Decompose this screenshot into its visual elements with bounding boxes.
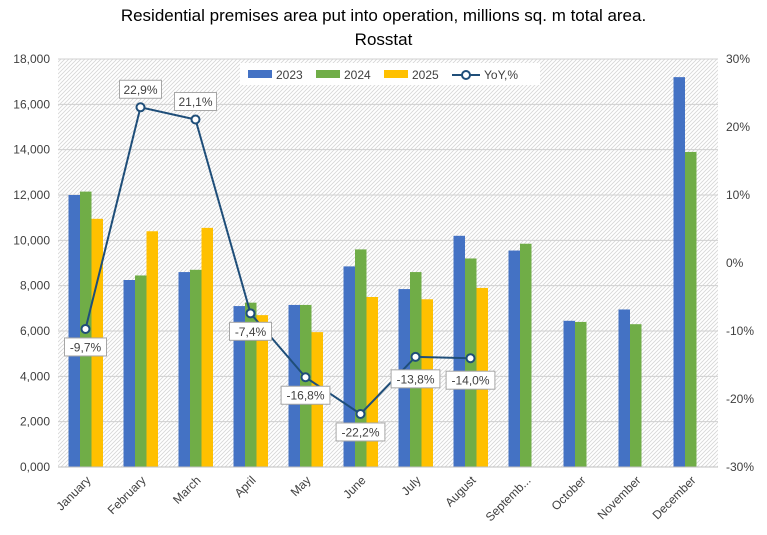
legend-swatch-2025 — [384, 70, 408, 78]
bar-2025 — [201, 227, 213, 467]
x-tick-label: August — [442, 473, 479, 510]
bar-2025 — [256, 315, 268, 467]
yoy-marker — [80, 323, 91, 334]
x-tick-label: December — [650, 473, 699, 522]
bar-2023 — [233, 306, 245, 467]
x-tick-label: May — [288, 473, 314, 499]
bar-2023 — [508, 250, 520, 467]
legend-swatch-2024 — [316, 70, 340, 78]
bar-2023 — [178, 272, 190, 467]
bar-2024 — [520, 243, 532, 467]
bar-2024 — [190, 269, 202, 467]
y-tick-label: 4,000 — [20, 369, 50, 383]
x-tick-label: Septemb... — [483, 473, 534, 524]
yoy-data-label-box — [390, 369, 441, 389]
yoy-data-label-box — [174, 92, 217, 112]
y-tick-label: 14,000 — [13, 143, 50, 157]
y-tick-label: 6,000 — [20, 324, 50, 338]
bar-2023 — [563, 320, 575, 467]
yoy-data-label-box — [445, 370, 496, 390]
legend-marker-yoy — [461, 70, 471, 80]
y2-tick-label: -30% — [726, 460, 754, 474]
legend-swatch-2023 — [248, 70, 272, 78]
y-tick-label: 2,000 — [20, 415, 50, 429]
legend-label: YoY,% — [484, 68, 518, 82]
y-tick-label: 10,000 — [13, 233, 50, 247]
yoy-line — [84, 106, 471, 416]
yoy-data-label-box — [64, 337, 107, 357]
yoy-data-label: 22,9% — [123, 83, 157, 97]
y-tick-label: 0,000 — [20, 460, 50, 474]
y2-tick-label: 20% — [726, 120, 750, 134]
yoy-data-label: -13,8% — [396, 372, 434, 386]
yoy-data-label: -9,7% — [70, 340, 102, 354]
y2-tick-label: 30% — [726, 52, 750, 66]
x-tick-label: April — [232, 473, 259, 500]
yoy-data-label-box — [280, 385, 331, 405]
bar-2023 — [68, 195, 80, 467]
x-tick-label: January — [54, 473, 94, 513]
x-tick-label: November — [595, 473, 644, 522]
y2-tick-label: -20% — [726, 392, 754, 406]
yoy-data-label: -16,8% — [286, 389, 324, 403]
yoy-marker — [300, 372, 311, 383]
legend-label: 2024 — [344, 68, 371, 82]
legend-label: 2023 — [276, 68, 303, 82]
yoy-marker — [245, 308, 256, 319]
legend-label: 2025 — [412, 68, 439, 82]
x-tick-label: June — [340, 473, 369, 502]
yoy-marker — [190, 114, 201, 125]
bar-2024 — [245, 302, 257, 467]
yoy-data-label: -22,2% — [341, 425, 379, 439]
bar-2024 — [575, 321, 587, 467]
bar-2025 — [146, 231, 158, 467]
yoy-data-label: -7,4% — [235, 325, 267, 339]
yoy-marker — [135, 102, 146, 113]
y-tick-label: 8,000 — [20, 279, 50, 293]
yoy-marker — [465, 353, 476, 364]
bar-2023 — [343, 266, 355, 467]
chart-title-block: Residential premises area put into opera… — [0, 4, 767, 52]
yoy-data-label: 21,1% — [178, 95, 212, 109]
yoy-marker — [410, 351, 421, 362]
y-tick-label: 16,000 — [13, 97, 50, 111]
bar-2023 — [453, 235, 465, 467]
x-tick-label: February — [105, 473, 149, 517]
y-tick-label: 12,000 — [13, 188, 50, 202]
chart-subtitle: Rosstat — [354, 30, 413, 49]
chart-title: Residential premises area put into opera… — [120, 6, 647, 25]
yoy-data-label-box — [229, 321, 272, 341]
bar-2023 — [123, 280, 135, 467]
bar-2024 — [355, 249, 367, 467]
bar-2025 — [366, 297, 378, 467]
bar-2023 — [673, 77, 685, 467]
bar-2024 — [630, 324, 642, 467]
yoy-data-label-box — [119, 79, 162, 99]
y-tick-label: 18,000 — [13, 52, 50, 66]
yoy-marker — [355, 408, 366, 419]
x-tick-label: October — [549, 473, 589, 513]
bar-2024 — [685, 151, 697, 467]
y2-tick-label: -10% — [726, 324, 754, 338]
bar-2023 — [618, 309, 630, 467]
yoy-data-label: -14,0% — [451, 374, 489, 388]
yoy-data-label-box — [335, 422, 386, 442]
plot-area-background — [58, 59, 718, 467]
y2-tick-label: 10% — [726, 188, 750, 202]
x-tick-label: March — [170, 473, 203, 506]
bar-2024 — [135, 275, 147, 467]
x-tick-label: July — [399, 473, 424, 498]
y2-tick-label: 0% — [726, 256, 744, 270]
